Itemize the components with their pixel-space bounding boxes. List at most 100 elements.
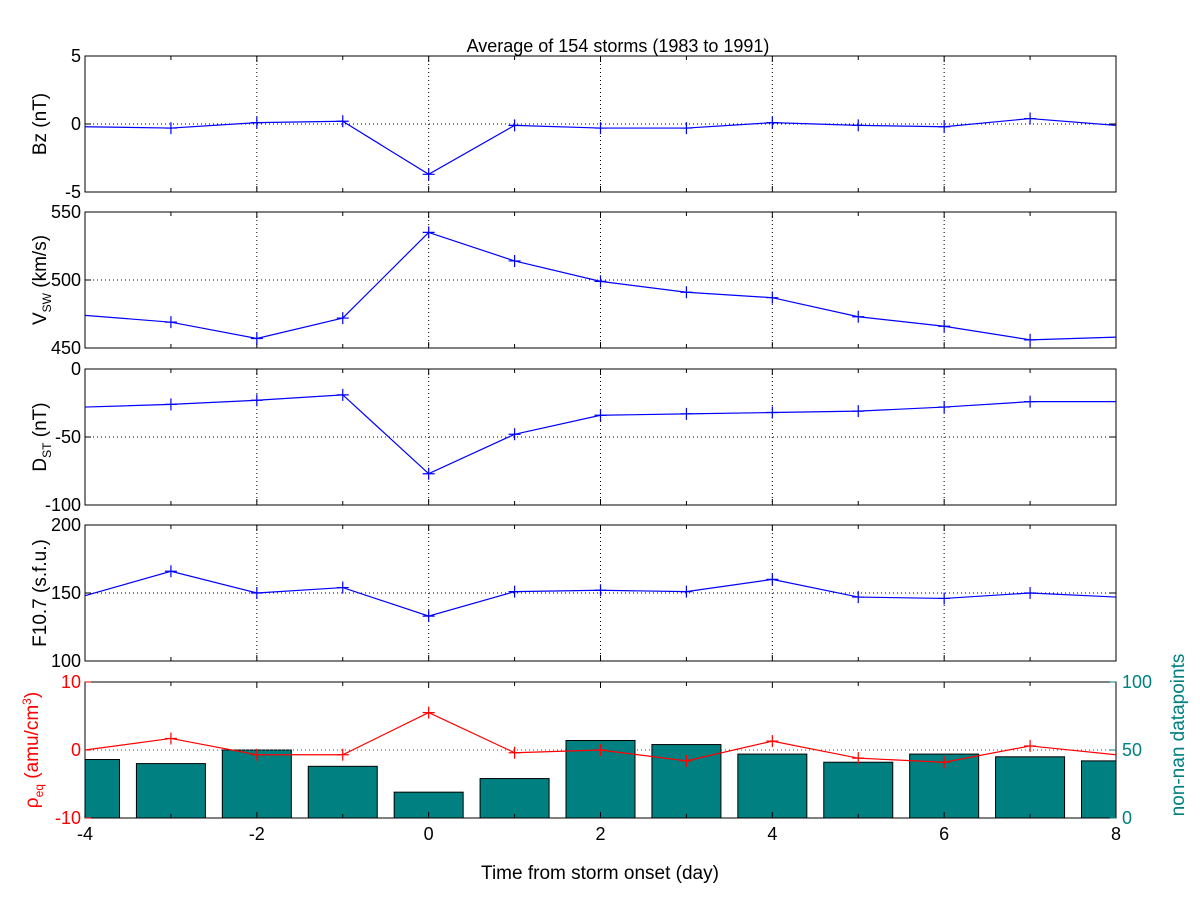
y-tick-label: 0 [71, 114, 81, 134]
data-point [250, 394, 263, 407]
x-tick-label: 8 [1111, 824, 1121, 844]
rho-data-point [508, 746, 521, 759]
left-y-tick-label: -10 [55, 808, 81, 828]
data-point [1024, 395, 1037, 408]
y-axis-label-sub: SW [40, 292, 54, 312]
y-tick-label: -100 [45, 495, 81, 515]
left-y-axis-label-main: ρ [22, 797, 43, 808]
y-axis-label-main: Bz (nT) [30, 93, 51, 155]
right-y-tick-label: 100 [1122, 672, 1152, 692]
panel-2: 450 500 550 VSW (km/s) [30, 202, 1117, 358]
data-point [766, 116, 779, 129]
count-bar [307, 765, 378, 819]
y-axis-label: DST (nT) [30, 402, 54, 471]
count-bar [135, 763, 206, 819]
data-point [1024, 112, 1037, 125]
x-tick-label: -4 [77, 824, 93, 844]
data-point [164, 316, 177, 329]
data-point [766, 573, 779, 586]
data-point [336, 388, 349, 401]
data-point [508, 585, 521, 598]
x-tick-label: -2 [249, 824, 265, 844]
y-axis-label: VSW (km/s) [30, 235, 54, 325]
data-point [422, 467, 435, 480]
data-point [250, 587, 263, 599]
y-tick-label: 200 [51, 515, 81, 535]
rho-data-point [336, 748, 349, 761]
rho-data-point [938, 756, 951, 769]
right-y-tick-label: 0 [1122, 808, 1132, 828]
data-point [680, 286, 693, 299]
data-point [1024, 587, 1037, 599]
count-bar [479, 778, 550, 819]
x-tick-label: 2 [595, 824, 605, 844]
y-tick-label: -5 [65, 182, 81, 202]
data-point [680, 407, 693, 420]
y-axis-label-main: D [30, 458, 51, 472]
left-y-axis-label-sub: eq [32, 784, 46, 797]
left-y-axis-label-rest: (amu/cm [22, 705, 43, 784]
x-axis-label: Time from storm onset (day) [481, 863, 719, 884]
left-y-axis-label-end: ) [22, 692, 43, 698]
data-point [852, 310, 865, 323]
right-y-axis-label: non-nan datapoints [1168, 654, 1189, 817]
data-point [422, 226, 435, 239]
left-y-tick-label: 0 [71, 740, 81, 760]
data-point [594, 409, 607, 422]
rho-data-point [766, 735, 779, 748]
data-point [852, 119, 865, 132]
left-y-axis-label-sup: 3 [20, 698, 34, 705]
rho-data-point [594, 744, 607, 756]
left-y-tick-label: 10 [61, 672, 81, 692]
data-point [938, 120, 951, 133]
x-tick-label: 6 [939, 824, 949, 844]
x-tick-label: 0 [424, 824, 434, 844]
rho-data-point [422, 706, 435, 719]
count-bar [737, 753, 808, 819]
data-point [508, 119, 521, 132]
right-y-tick-label: 50 [1122, 740, 1142, 760]
data-point [938, 401, 951, 414]
data-point [336, 312, 349, 325]
data-point [508, 428, 521, 441]
count-bar [1081, 760, 1117, 819]
rho-data-point [1024, 739, 1037, 752]
panel-3: -100 -50 0 DST (nT) [30, 359, 1117, 515]
data-point [852, 591, 865, 604]
count-bar [221, 749, 292, 819]
data-point [594, 584, 607, 597]
left-y-axis-label: ρeq (amu/cm3) [20, 692, 46, 808]
y-axis-label: Bz (nT) [30, 93, 51, 155]
data-point [422, 610, 435, 623]
data-point [250, 332, 263, 345]
data-point [594, 122, 607, 135]
y-tick-label: -50 [55, 427, 81, 447]
y-axis-label-main: F10.7 (s.f.u.) [30, 539, 51, 647]
y-axis-label-rest: (nT) [30, 402, 51, 442]
data-point [508, 254, 521, 267]
data-point [164, 122, 177, 135]
x-tick-label: 4 [767, 824, 777, 844]
y-tick-label: 550 [51, 202, 81, 222]
count-bar [823, 761, 894, 819]
rho-data-point [164, 732, 177, 745]
data-point [680, 122, 693, 135]
y-axis-label-rest: (km/s) [30, 235, 51, 293]
data-point [164, 398, 177, 411]
y-tick-label: 500 [51, 270, 81, 290]
y-tick-label: 150 [51, 583, 81, 603]
data-point [422, 168, 435, 181]
data-point [1024, 333, 1037, 346]
y-tick-label: 100 [51, 651, 81, 671]
data-point [766, 406, 779, 419]
data-point [250, 116, 263, 129]
data-point [852, 405, 865, 418]
count-bar [84, 759, 120, 819]
data-point [336, 115, 349, 128]
y-tick-label: 5 [71, 46, 81, 66]
data-point [594, 275, 607, 288]
